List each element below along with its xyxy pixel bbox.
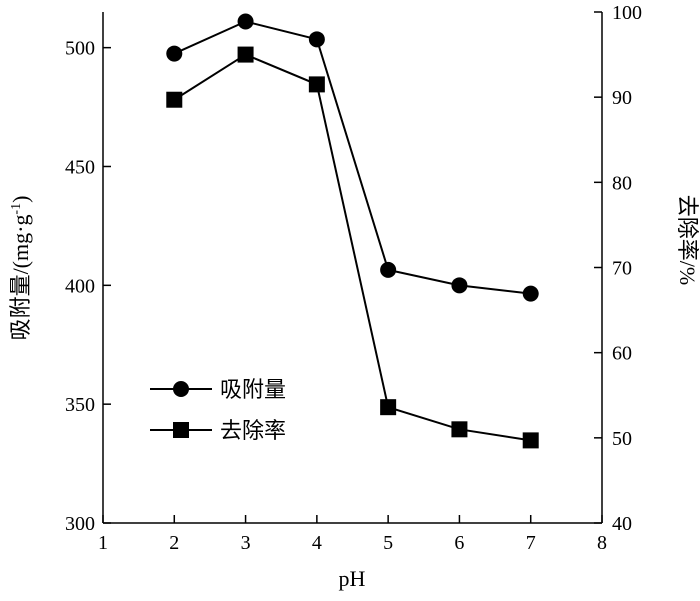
data-point-1 — [451, 421, 468, 438]
y-tick-label: 350 — [65, 394, 95, 416]
y2-tick-label: 50 — [612, 428, 632, 450]
y2-tick-label: 100 — [612, 2, 642, 24]
y-tick-label: 500 — [65, 38, 95, 60]
y-axis-title-superscript: -1 — [9, 203, 24, 215]
data-point-0 — [237, 13, 254, 30]
y2-tick-label: 70 — [612, 258, 632, 280]
x-tick-label: 2 — [169, 532, 179, 554]
x-tick-label: 6 — [454, 532, 464, 554]
legend-marker-0 — [173, 381, 189, 397]
data-point-1 — [522, 432, 539, 449]
x-tick-label: 7 — [526, 532, 536, 554]
y-tick-label: 450 — [65, 156, 95, 178]
y-axis-title-main: 吸附量/(mg·g — [8, 215, 33, 341]
series-line-1 — [173, 53, 531, 442]
x-tick-label: 1 — [98, 532, 108, 554]
data-point-0 — [522, 285, 539, 302]
y-left-ticks: 300 350 400 450 500 — [65, 38, 111, 535]
y-axis-title-close: ) — [8, 196, 33, 203]
legend-label-1: 去除率 — [220, 419, 286, 444]
legend-item-1: 去除率 — [150, 419, 286, 444]
y2-tick-label: 40 — [612, 513, 632, 535]
x-tick-label: 8 — [597, 532, 607, 554]
data-point-0 — [451, 277, 468, 294]
y-right-ticks: 40 50 60 70 80 90 100 — [594, 2, 642, 535]
data-point-1 — [166, 91, 183, 108]
x-axis-title: pH — [339, 566, 366, 591]
y-tick-label: 400 — [65, 275, 95, 297]
legend: 吸附量 去除率 — [150, 378, 286, 444]
legend-label-0: 吸附量 — [220, 378, 286, 403]
series-layer — [166, 13, 539, 449]
x-tick-label: 4 — [312, 532, 322, 554]
series-line-0 — [173, 20, 531, 295]
data-point-0 — [166, 45, 183, 62]
data-point-0 — [380, 261, 397, 278]
x-tick-label: 5 — [383, 532, 393, 554]
y2-tick-label: 80 — [612, 172, 632, 194]
y2-tick-label: 90 — [612, 87, 632, 109]
x-tick-label: 3 — [241, 532, 251, 554]
data-point-1 — [237, 46, 254, 63]
y2-axis-title: 去除率/% — [675, 195, 700, 285]
data-point-1 — [380, 399, 397, 416]
y-axis-title: 吸附量/(mg·g-1) — [8, 196, 33, 341]
data-point-0 — [308, 31, 325, 48]
y2-tick-label: 60 — [612, 343, 632, 365]
legend-marker-1 — [173, 422, 189, 438]
legend-item-0: 吸附量 — [150, 378, 286, 403]
x-ticks: 1 2 3 4 5 6 7 8 — [98, 515, 607, 554]
y-tick-label: 300 — [65, 513, 95, 535]
data-point-1 — [308, 76, 325, 93]
